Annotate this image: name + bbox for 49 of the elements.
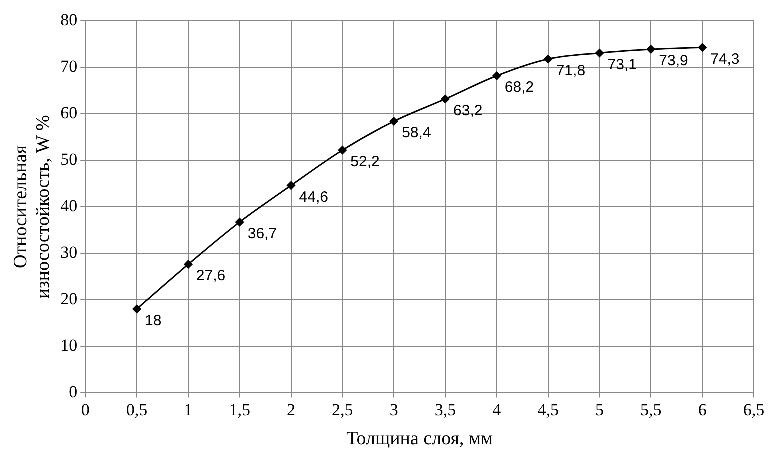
point bbox=[287, 181, 296, 190]
y-tick-label: 40 bbox=[60, 196, 78, 216]
data-label: 52,2 bbox=[350, 153, 380, 170]
point bbox=[132, 304, 142, 314]
x-tick-label: 6 bbox=[698, 400, 707, 420]
y-tick-label: 50 bbox=[60, 150, 78, 170]
point bbox=[390, 117, 398, 126]
x-tick-label: 5 bbox=[596, 400, 604, 420]
y-tick-label: 0 bbox=[69, 382, 78, 402]
x-tick-label: 3 bbox=[390, 400, 398, 420]
x-tick-label: 3,5 bbox=[434, 400, 456, 420]
y-tick-label: 10 bbox=[60, 336, 78, 355]
point bbox=[338, 146, 347, 155]
x-tick-label: 1,5 bbox=[229, 400, 250, 420]
data-label: 18 bbox=[145, 312, 162, 330]
y-tick-label: 70 bbox=[60, 57, 78, 76]
data-label: 63,2 bbox=[454, 102, 483, 120]
data-label: 36,7 bbox=[248, 225, 278, 242]
y-tick-label: 30 bbox=[60, 242, 78, 262]
data-label: 74,3 bbox=[710, 50, 740, 68]
x-tick-label: 0,5 bbox=[126, 400, 148, 420]
x-tick-label: 1 bbox=[184, 400, 193, 420]
x-tick-label: 2,5 bbox=[332, 400, 354, 420]
data-label: 58,4 bbox=[402, 124, 432, 142]
x-tick-label: 2 bbox=[287, 400, 296, 420]
data-label: 68,2 bbox=[504, 79, 534, 96]
point bbox=[441, 94, 450, 104]
y-tick-label: 20 bbox=[60, 289, 78, 308]
x-tick-label: 4 bbox=[492, 400, 502, 420]
x-axis-title: Толщина слоя, мм bbox=[346, 428, 494, 450]
x-tick-label: 5,5 bbox=[640, 400, 662, 420]
data-label: 27,6 bbox=[196, 268, 226, 285]
point bbox=[646, 45, 656, 54]
x-tick-label: 0 bbox=[81, 400, 90, 420]
point bbox=[184, 260, 193, 269]
data-label: 73,1 bbox=[608, 56, 637, 74]
y-tick-label: 60 bbox=[60, 104, 78, 123]
x-tick-label: 4,5 bbox=[538, 400, 559, 420]
y-tick-label: 80 bbox=[60, 10, 78, 30]
data-label: 44,6 bbox=[299, 188, 328, 206]
point bbox=[236, 218, 244, 227]
point bbox=[492, 72, 502, 80]
point bbox=[698, 43, 707, 52]
x-tick-label: 6,5 bbox=[743, 400, 765, 420]
point bbox=[544, 55, 553, 64]
y-axis-title: Относительная износостойкость, W % bbox=[10, 114, 54, 299]
data-label: 71,8 bbox=[556, 62, 586, 80]
point bbox=[596, 49, 604, 58]
data-label: 73,9 bbox=[659, 52, 688, 70]
